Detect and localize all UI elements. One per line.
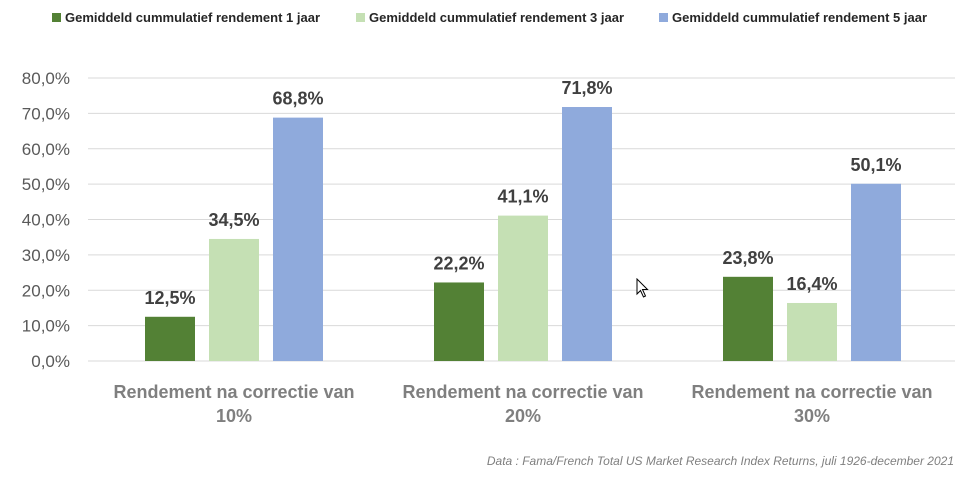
mouse-cursor-icon: [636, 278, 649, 298]
category-label: Rendement na correctie van: [691, 382, 932, 402]
category-label: 20%: [505, 406, 541, 426]
legend-swatch-3: [659, 13, 668, 22]
bar: [209, 238, 259, 361]
y-tick-label: 30,0%: [22, 246, 70, 265]
data-label: 34,5%: [208, 210, 259, 230]
legend-swatch-1: [52, 13, 61, 22]
legend-swatch-2: [356, 13, 365, 22]
bar: [145, 316, 195, 361]
bar: [723, 276, 773, 361]
y-tick-label: 80,0%: [22, 69, 70, 88]
category-label: Rendement na correctie van: [402, 382, 643, 402]
y-tick-label: 10,0%: [22, 317, 70, 336]
y-tick-label: 60,0%: [22, 140, 70, 159]
data-label: 22,2%: [433, 253, 484, 273]
data-labels: 12,5% 22,2% 23,8% 34,5% 41,1% 16,4% 68,8% 71,8%…: [144, 78, 901, 308]
data-label: 23,8%: [722, 248, 773, 268]
category-label: 10%: [216, 406, 252, 426]
y-axis-tick-labels: 0,0% 10,0% 20,0% 30,0% 40,0% 50,0% 60,0% 70,0% 8…: [22, 69, 70, 371]
bars: [145, 107, 901, 362]
data-label: 50,1%: [850, 155, 901, 175]
y-tick-label: 0,0%: [31, 352, 70, 371]
legend-label-3: Gemiddeld cummulatief rendement 5 jaar: [672, 10, 927, 25]
source-note: Data : Fama/French Total US Market Resea…: [487, 454, 954, 468]
y-tick-label: 50,0%: [22, 175, 70, 194]
y-tick-label: 70,0%: [22, 104, 70, 123]
bar: [273, 117, 323, 362]
bar: [562, 107, 612, 361]
legend-label-1: Gemiddeld cummulatief rendement 1 jaar: [65, 10, 320, 25]
bar: [851, 183, 901, 361]
data-label: 71,8%: [561, 78, 612, 98]
y-tick-label: 20,0%: [22, 281, 70, 300]
data-label: 16,4%: [786, 274, 837, 294]
bar: [787, 302, 837, 361]
category-label: 30%: [794, 406, 830, 426]
bar: [434, 282, 484, 361]
bar: [498, 215, 548, 361]
legend: Gemiddeld cummulatief rendement 1 jaar Ge…: [52, 10, 927, 25]
category-label: Rendement na correctie van: [113, 382, 354, 402]
data-label: 12,5%: [144, 288, 195, 308]
legend-label-2: Gemiddeld cummulatief rendement 3 jaar: [369, 10, 624, 25]
category-labels: Rendement na correctie van 10% Rendement n…: [113, 382, 932, 426]
data-label: 68,8%: [272, 89, 323, 109]
y-tick-label: 40,0%: [22, 211, 70, 230]
data-label: 41,1%: [497, 187, 548, 207]
